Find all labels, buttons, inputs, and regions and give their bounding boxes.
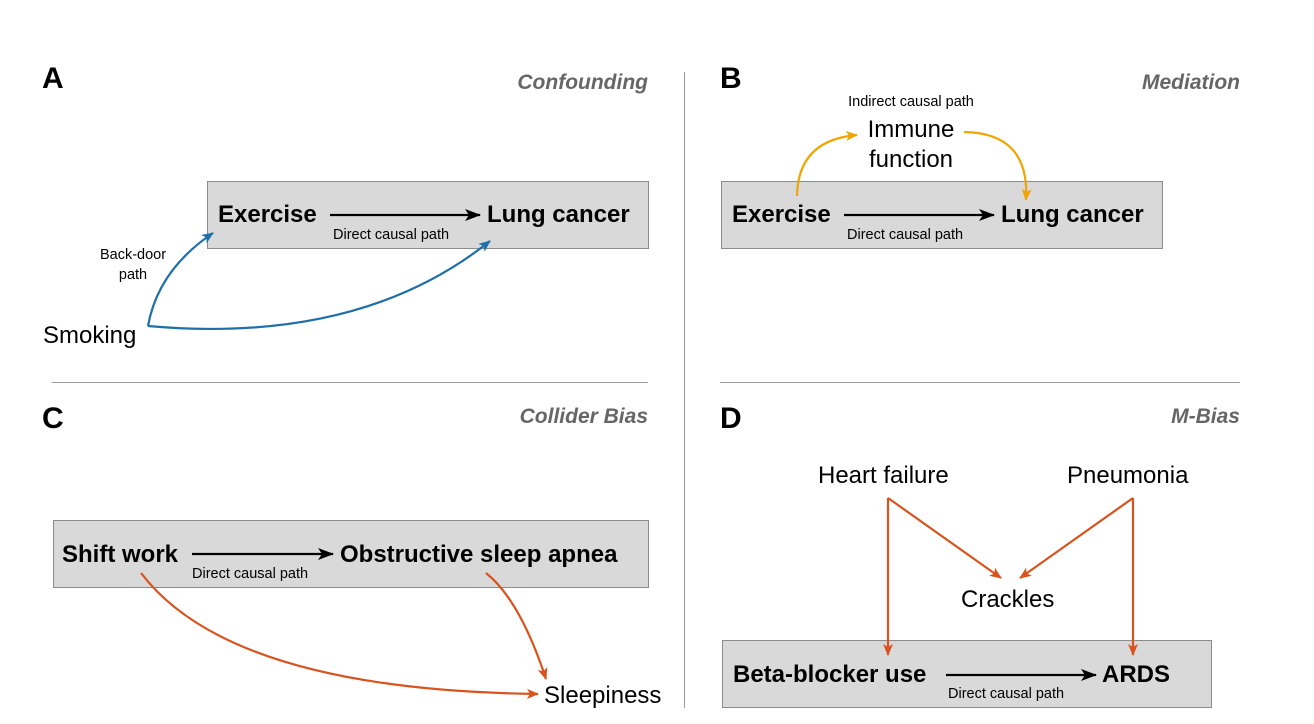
backdoor-path-label: Back-door path — [99, 247, 167, 283]
backdoor-arrow-to-exposure — [146, 232, 214, 327]
panel-title: Collider Bias — [519, 405, 648, 428]
vertical-divider — [684, 72, 685, 708]
horizontal-divider-left — [52, 382, 648, 383]
confounder-node: Smoking — [43, 322, 137, 349]
outcome-node: Lung cancer — [1001, 201, 1144, 228]
collider-node: Sleepiness — [544, 682, 662, 709]
exposure-node: Exercise — [218, 201, 317, 228]
panel-letter: B — [720, 62, 742, 95]
outcome-node: ARDS — [1102, 661, 1171, 688]
indirect-arrow-to-mediator — [795, 130, 858, 197]
direct-path-label: Direct causal path — [847, 227, 964, 243]
exposure-node: Beta-blocker use — [733, 661, 927, 688]
outcome-node: Obstructive sleep apnea — [340, 541, 618, 568]
panel-letter: A — [42, 62, 64, 95]
panel-title: M-Bias — [1171, 405, 1240, 428]
mediator-node: Immune function — [867, 116, 955, 173]
arrow-heart-failure-to-crackles — [887, 497, 1002, 579]
exposure-node: Shift work — [62, 541, 179, 568]
exposure-node: Exercise — [732, 201, 831, 228]
backdoor-arrow-to-outcome — [147, 240, 491, 331]
panel-title: Mediation — [1142, 71, 1240, 94]
direct-path-label: Direct causal path — [948, 686, 1065, 702]
horizontal-divider-right — [720, 382, 1240, 383]
panel-letter: C — [42, 402, 64, 435]
direct-path-label: Direct causal path — [192, 566, 309, 582]
direct-path-label: Direct causal path — [333, 227, 450, 243]
collider-arrow-from-outcome — [485, 572, 548, 680]
panel-title: Confounding — [517, 71, 648, 94]
collider-arrow-from-exposure — [140, 572, 539, 699]
cause-node-pneumonia: Pneumonia — [1067, 462, 1189, 489]
causal-box — [53, 520, 649, 588]
cause-node-heart-failure: Heart failure — [818, 462, 949, 489]
collider-node: Crackles — [961, 586, 1055, 613]
panel-letter: D — [720, 402, 742, 435]
indirect-arrow-to-outcome — [963, 130, 1032, 201]
indirect-path-label: Indirect causal path — [848, 94, 974, 110]
arrow-pneumonia-to-crackles — [1019, 497, 1134, 579]
outcome-node: Lung cancer — [487, 201, 630, 228]
